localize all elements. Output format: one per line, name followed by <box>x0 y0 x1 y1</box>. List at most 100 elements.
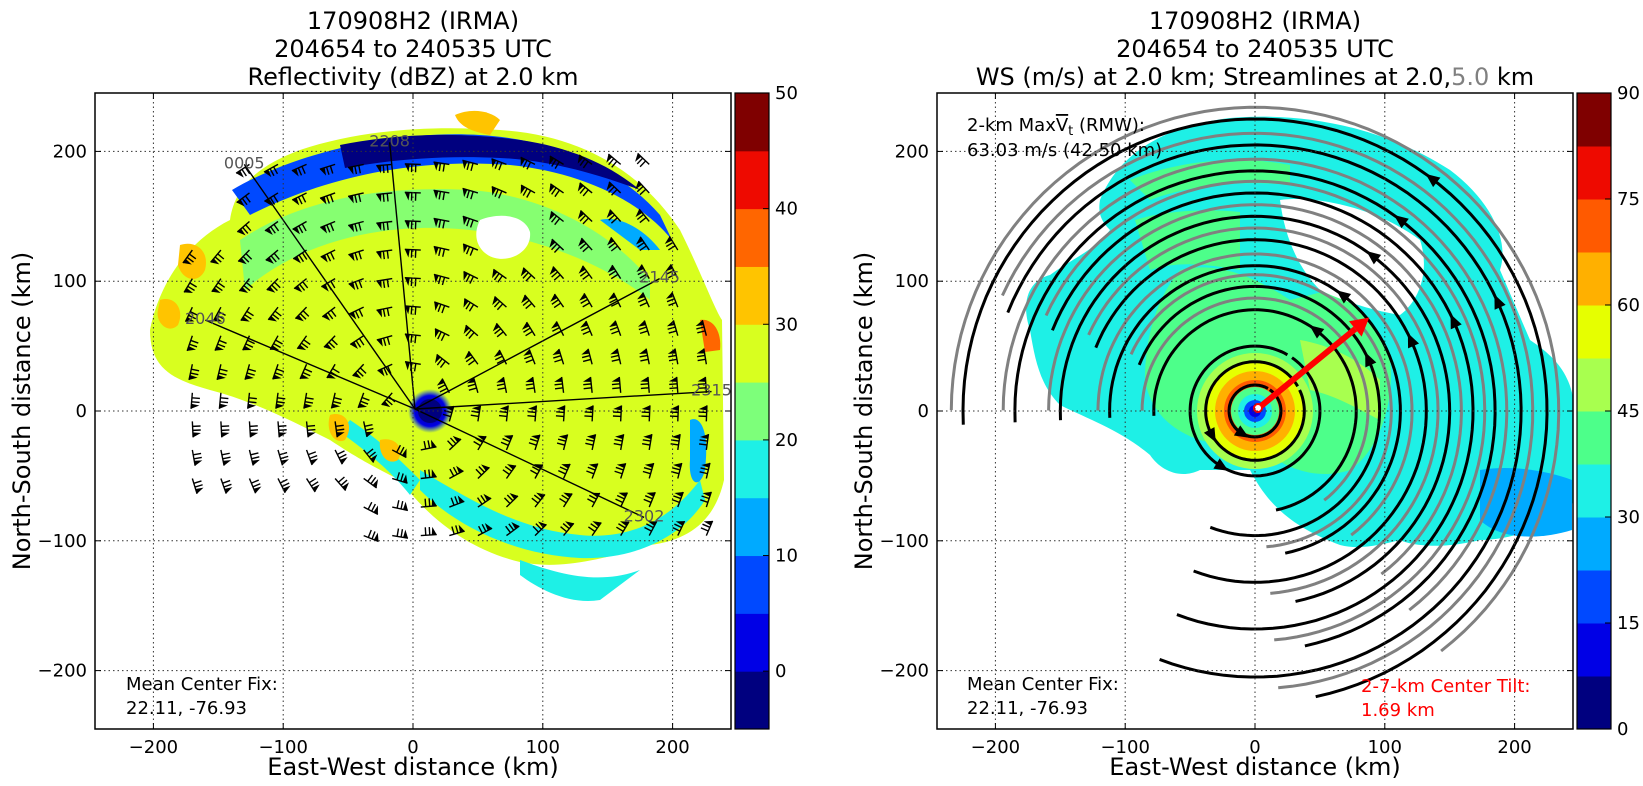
wind-barb <box>264 220 280 235</box>
wind-barb <box>635 152 650 168</box>
colorbar-tick-label: 45 <box>1617 401 1640 422</box>
streamline-5km <box>1047 203 1463 576</box>
right-center-fix-label: Mean Center Fix: <box>967 674 1119 695</box>
wind-barb <box>376 192 393 203</box>
wind-barb <box>463 298 479 312</box>
wind-barb <box>503 492 519 508</box>
wind-barb <box>248 478 262 494</box>
left-colorbar: 0 10 20 30 40 50 <box>734 83 798 730</box>
colorbar-segment <box>735 497 769 557</box>
max-wind-suffix: (RMW): <box>1073 115 1145 136</box>
wind-barb <box>238 278 253 293</box>
wind-barb <box>376 220 393 231</box>
wind-barb <box>696 348 708 365</box>
streamline-5km <box>949 105 1561 653</box>
wind-barb <box>352 363 367 379</box>
wind-barb <box>376 335 393 347</box>
streamline-5km <box>1001 157 1509 612</box>
wind-barb <box>470 405 482 422</box>
wind-barb <box>357 392 370 409</box>
wind-barb <box>404 163 421 173</box>
wind-barb <box>643 491 656 508</box>
streamline-5km <box>1044 179 1487 642</box>
x-tick-label: 200 <box>1497 737 1531 758</box>
y-tick-label: −100 <box>880 531 929 552</box>
wind-barb <box>347 163 364 175</box>
wind-barb <box>462 243 479 256</box>
colorbar-tick-label: 75 <box>1617 189 1640 210</box>
wind-barb <box>612 405 623 422</box>
wind-barb <box>348 306 364 320</box>
wind-barb <box>549 155 564 169</box>
x-tick-label: 0 <box>1249 737 1260 758</box>
wind-barb <box>639 348 650 365</box>
right-colorbar: 0 15 30 45 60 75 90 <box>1576 83 1640 740</box>
wind-barb <box>463 270 479 284</box>
wind-barb <box>606 153 622 168</box>
wind-barb <box>348 220 364 233</box>
wind-barb <box>635 236 650 252</box>
streamline-arrow <box>1394 215 1409 229</box>
wind-barb <box>376 249 393 260</box>
wind-barb <box>492 295 507 311</box>
colorbar-segment <box>735 93 769 152</box>
colorbar-segment <box>735 150 769 210</box>
flight-leg-label: 2046 <box>185 309 226 328</box>
y-tick-label: −100 <box>38 531 87 552</box>
wind-barb <box>477 522 493 537</box>
colorbar-segment <box>1577 517 1611 571</box>
streamline-arrow <box>1233 425 1249 438</box>
wind-barb <box>363 501 379 515</box>
colorbar-segment <box>735 324 769 383</box>
wind-barb <box>476 493 492 508</box>
wind-barb <box>191 478 204 494</box>
wind-barb <box>554 376 565 393</box>
wind-barb <box>220 478 233 494</box>
wind-barb <box>588 521 602 537</box>
wind-barb <box>420 498 437 508</box>
wind-barb <box>392 528 409 539</box>
wind-barb <box>492 268 507 283</box>
streamline-arrow <box>1425 173 1441 188</box>
streamline-arrow <box>1203 427 1216 443</box>
streamline-arrow <box>1309 325 1325 339</box>
colorbar-tick-label: 0 <box>775 661 786 682</box>
wind-barb <box>523 349 536 365</box>
wind-barb <box>580 320 593 336</box>
tilt-arrow-head <box>1348 317 1370 337</box>
wind-barb <box>376 277 393 289</box>
flight-leg-label: 2302 <box>624 506 665 525</box>
colorbar-segment <box>735 266 769 325</box>
wind-barb <box>532 521 547 537</box>
right-title-line3: WS (m/s) at 2.0 km; Streamlines at 2.0,5… <box>976 63 1534 91</box>
wind-barb <box>320 220 336 234</box>
wind-barb <box>319 192 336 205</box>
wind-barb <box>607 264 622 280</box>
wind-barb <box>334 476 350 492</box>
flight-leg-label: 0005 <box>224 153 265 172</box>
colorbar-tick-label: 30 <box>1617 507 1640 528</box>
wind-barb <box>363 529 379 543</box>
y-tick-label: 200 <box>53 141 87 162</box>
flight-leg-line <box>205 319 416 410</box>
left-y-axis-label: North-South distance (km) <box>8 252 36 571</box>
wind-barb <box>392 500 409 512</box>
wind-barb <box>275 392 286 409</box>
wind-barb <box>492 322 507 338</box>
wind-barb <box>613 434 625 451</box>
flight-leg-label: 2145 <box>639 268 680 287</box>
wind-barb <box>334 421 345 438</box>
wind-barb <box>433 273 450 286</box>
wind-barb <box>491 185 507 199</box>
left-center-fix-value: 22.11, -76.93 <box>126 698 247 719</box>
wind-barb <box>521 294 536 310</box>
wind-barb <box>582 376 593 393</box>
wind-barb <box>556 434 569 451</box>
max-wind-label: 2-km MaxVt (RMW): <box>967 115 1145 139</box>
wind-barb <box>606 209 622 224</box>
right-title-line1: 170908H2 (IRMA) <box>1149 7 1361 35</box>
right-title-line3-part-c: km <box>1489 63 1534 91</box>
wind-barb <box>334 449 348 465</box>
wind-barb <box>449 465 464 480</box>
wind-barb <box>183 278 197 294</box>
